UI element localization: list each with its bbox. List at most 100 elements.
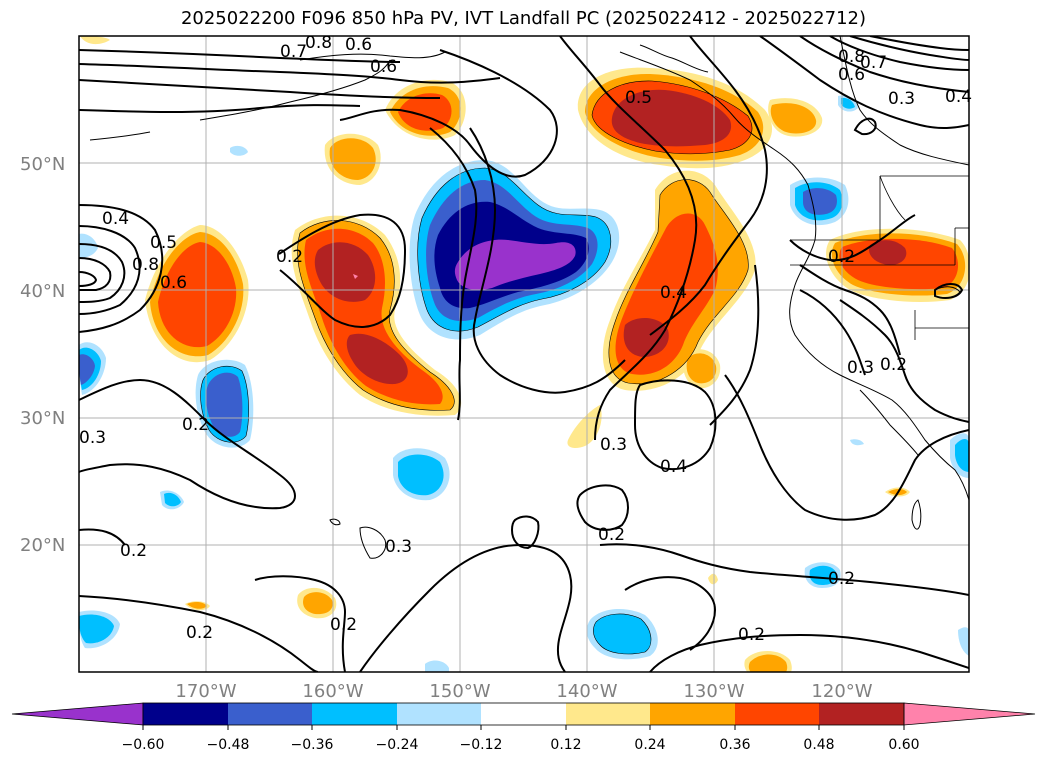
contour-label: 0.7 <box>280 42 307 62</box>
contour-label: 0.4 <box>945 87 972 107</box>
pv-blob-neg-tiny3-lightblue <box>958 627 969 656</box>
pv-blob-neg-tiny4-lightblue <box>850 439 864 446</box>
colorbar-extend-min <box>11 702 144 726</box>
pv-blob-neg-tiny-lightblue <box>230 145 248 156</box>
contour-label: 0.5 <box>625 88 652 108</box>
colorbar-tick-label: 0.12 <box>550 737 581 753</box>
pv-blob-tiny-yellow1 <box>567 405 602 448</box>
contour-labels: 0.7 0.6 0.8 0.6 0.5 0.8 0.7 0.6 0.3 0.4 … <box>79 33 972 645</box>
colorbar-tick-label: 0.48 <box>803 737 834 753</box>
pv-blob-neg-w2-cyan <box>79 614 114 644</box>
longitude-labels: 170°W 160°W 150°W 140°W 130°W 120°W <box>175 681 872 702</box>
lat-label: 20°N <box>20 535 65 556</box>
pv-blob-gulf-orange <box>770 103 817 134</box>
colorbar-tick-label: 0.36 <box>719 737 750 753</box>
lat-label: 40°N <box>20 281 65 302</box>
pv-blob-neg-w1-blue <box>79 354 95 385</box>
contour-label: 0.6 <box>345 35 372 55</box>
colorbar-segment <box>566 703 650 725</box>
lon-label: 130°W <box>683 681 744 702</box>
pv-blob-ca-dark <box>869 240 907 266</box>
ivt-pc-contours <box>79 36 969 672</box>
lat-label: 50°N <box>20 154 65 175</box>
contour-label: 0.5 <box>150 233 177 253</box>
state-borders <box>790 175 969 340</box>
figure-title: 2025022200 F096 850 hPa PV, IVT Landfall… <box>180 8 867 29</box>
lon-label: 120°W <box>811 681 872 702</box>
contour-label: 0.6 <box>838 65 865 85</box>
pv-blob-alaska-dark <box>611 89 732 147</box>
contour-label: 0.2 <box>182 415 209 435</box>
contour-label: 0.2 <box>738 625 765 645</box>
pv-blob-neg-s2-cyan <box>164 492 181 507</box>
pv-blob-west-red <box>158 242 237 348</box>
contour-label: 0.2 <box>186 623 213 643</box>
colorbar-tick-label: −0.48 <box>207 737 250 753</box>
colorbar-segment <box>819 703 904 725</box>
lon-label: 140°W <box>556 681 617 702</box>
contour-label: 0.3 <box>385 537 412 557</box>
pv-blob-neg-ak-blue <box>803 188 837 215</box>
contour-label: 0.4 <box>102 209 129 229</box>
colorbar-tick-label: −0.12 <box>460 737 503 753</box>
pv-blob-tiny-orange1 <box>303 592 333 615</box>
pv-blob-tiny-orange2 <box>748 654 788 672</box>
colorbar-segment <box>397 703 481 725</box>
pv-blob-neg-tiny2-lightblue <box>425 660 449 672</box>
contour-label: 0.3 <box>888 89 915 109</box>
colorbar-tick-label: −0.24 <box>376 737 419 753</box>
contour-label: 0.3 <box>79 428 106 448</box>
colorbar: −0.60 −0.48 −0.36 −0.24 −0.12 0.12 0.24 … <box>11 702 1036 753</box>
contour-label: 0.7 <box>860 53 887 73</box>
pv-blob-midocean-dark1 <box>314 242 376 302</box>
contour-label: 0.4 <box>660 283 687 303</box>
contour-label: 0.2 <box>330 615 357 635</box>
contour-label: 0.8 <box>132 255 159 275</box>
lon-label: 150°W <box>429 681 490 702</box>
pv-blob-neg-w3-lightblue <box>79 233 98 258</box>
pv-blob-neg-west-blue <box>205 372 243 437</box>
contour-label: 0.4 <box>660 457 687 477</box>
pv-blob-pink <box>353 274 358 279</box>
colorbar-segment <box>312 703 397 725</box>
latitude-labels: 50°N 40°N 30°N 20°N <box>20 154 65 556</box>
colorbar-extend-max <box>903 702 1036 726</box>
colorbar-tick-label: −0.60 <box>122 737 165 753</box>
contour-label: 0.6 <box>160 273 187 293</box>
pv-blob-small-orange <box>329 138 376 180</box>
pv-blob-sw-orange <box>686 353 717 384</box>
contour-label: 0.2 <box>598 525 625 545</box>
pv-blob-bc-dark <box>623 318 669 357</box>
pv-blob-tiny-yellow6 <box>80 36 110 45</box>
contour-label: 0.2 <box>828 569 855 589</box>
pv-blob-ca-red <box>839 238 959 290</box>
lon-label: 170°W <box>175 681 236 702</box>
gridlines <box>79 36 969 672</box>
contour-label: 0.3 <box>600 435 627 455</box>
contour-label: 0.6 <box>370 57 397 77</box>
pv-blob-tiny-orange3 <box>187 601 207 609</box>
contour-label: 0.2 <box>828 247 855 267</box>
pv-blob-neg-mid-cyan <box>398 454 444 496</box>
contour-label: 0.2 <box>120 541 147 561</box>
colorbar-tick-label: 0.60 <box>888 737 919 753</box>
contour-label: 0.8 <box>305 33 332 53</box>
pv-blob-midocean-dark2 <box>346 333 408 385</box>
colorbar-tick-label: −0.36 <box>291 737 334 753</box>
lat-label: 30°N <box>20 408 65 429</box>
pv-blob-neg-e2-cyan <box>955 438 969 472</box>
contour-label: 0.2 <box>276 247 303 267</box>
lon-label: 160°W <box>302 681 363 702</box>
colorbar-segment <box>481 703 566 725</box>
colorbar-segment <box>650 703 735 725</box>
colorbar-segment <box>735 703 819 725</box>
colorbar-segment <box>228 703 312 725</box>
colorbar-tick-label: 0.24 <box>634 737 665 753</box>
pv-blob-neg-ak2-cyan <box>841 97 855 109</box>
contour-label: 0.3 <box>847 358 874 378</box>
pv-blob-tiny-yellow7 <box>708 573 718 585</box>
contour-label: 0.8 <box>838 47 865 67</box>
contour-label: 0.2 <box>880 355 907 375</box>
plot-border <box>78 35 970 673</box>
